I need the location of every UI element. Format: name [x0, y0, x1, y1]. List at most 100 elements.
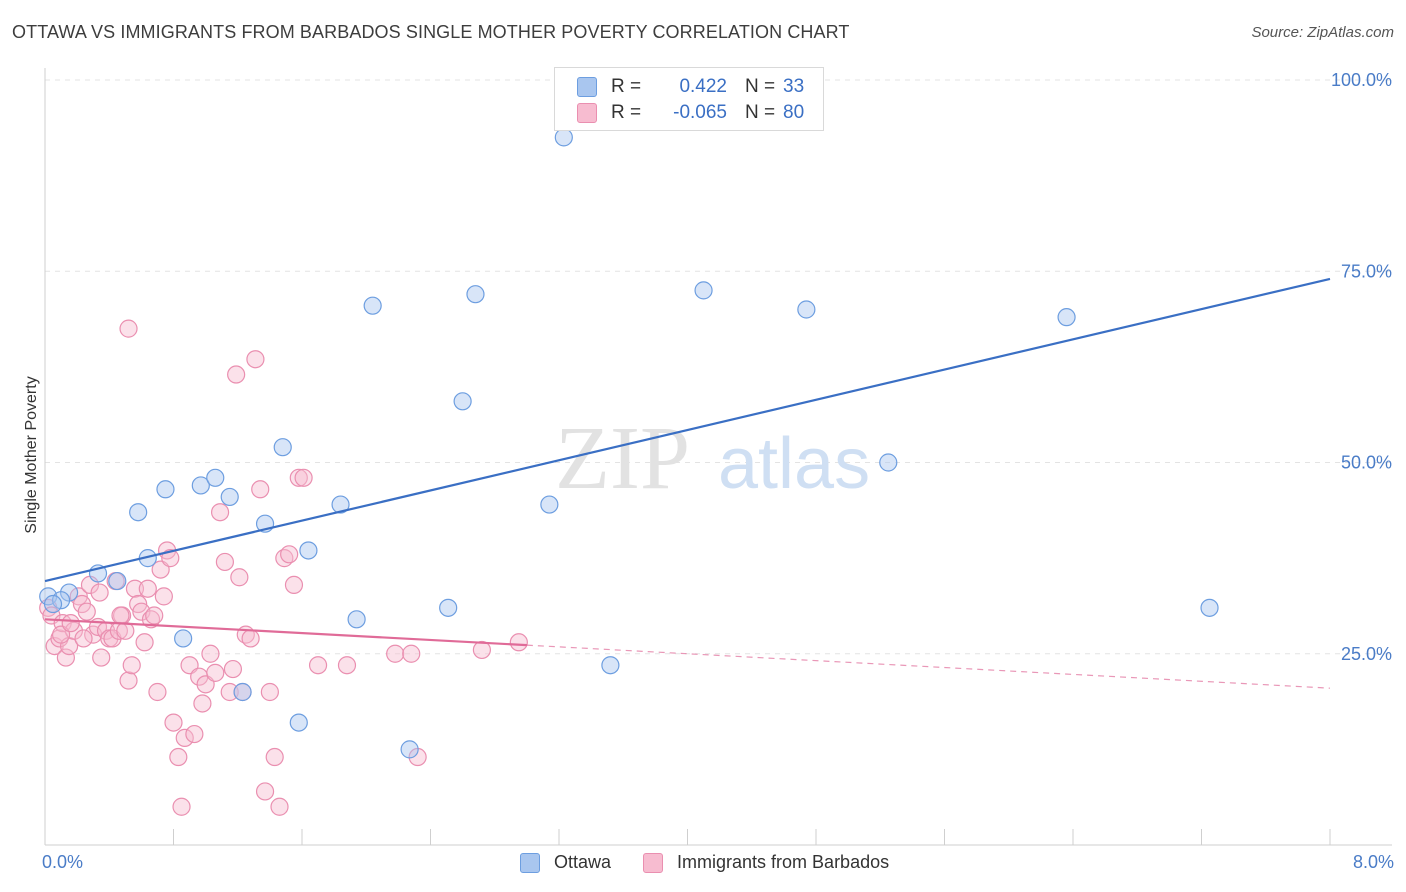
- data-point: [43, 594, 63, 614]
- data-point: [255, 782, 275, 801]
- grid-lines: [45, 79, 1392, 655]
- data-point: [56, 648, 75, 667]
- series-legend: Ottawa Immigrants from Barbados: [520, 852, 921, 873]
- series-legend-label: Immigrants from Barbados: [677, 852, 890, 872]
- data-point: [164, 713, 183, 732]
- legend-r-label: R =: [611, 76, 642, 97]
- data-point: [156, 480, 175, 499]
- data-point: [347, 610, 366, 629]
- data-point: [1200, 598, 1219, 617]
- series-legend-swatch: [643, 852, 664, 873]
- data-point: [694, 281, 713, 300]
- data-point: [270, 797, 289, 816]
- data-point: [90, 583, 109, 602]
- legend-row-ottawa: R = 0.422 N = 33: [577, 74, 804, 100]
- series-legend-barbados[interactable]: Immigrants from Barbados: [643, 852, 889, 873]
- chart-source: Source: ZipAtlas.com: [1251, 24, 1394, 41]
- trend-lines: [44, 277, 1331, 689]
- watermark: ZIP atlas: [555, 409, 870, 508]
- data-point: [220, 682, 239, 702]
- chart-title: OTTAWA VS IMMIGRANTS FROM BARBADOS SINGL…: [12, 22, 850, 42]
- data-point: [215, 552, 234, 572]
- data-point: [509, 633, 528, 652]
- data-point: [601, 656, 620, 675]
- data-point: [111, 606, 130, 625]
- y-tick-label: 75.0%: [1341, 261, 1392, 281]
- series-legend-ottawa[interactable]: Ottawa: [520, 852, 611, 873]
- data-point: [337, 656, 357, 675]
- data-point: [284, 575, 304, 595]
- data-point: [119, 671, 138, 690]
- data-point: [206, 468, 225, 487]
- x-tick-label: 8.0%: [1353, 852, 1394, 872]
- data-point: [210, 503, 230, 522]
- data-point: [138, 579, 157, 598]
- data-point: [122, 656, 141, 675]
- data-point: [220, 487, 239, 507]
- data-point: [227, 365, 246, 384]
- legend-n-value: 33: [783, 76, 805, 97]
- data-point: [185, 724, 204, 744]
- data-point: [265, 747, 284, 767]
- trend-line-1: [44, 618, 527, 647]
- legend-r-label: R =: [611, 102, 642, 123]
- legend-n-label: N =: [745, 102, 776, 123]
- data-point: [439, 598, 458, 617]
- data-point: [74, 629, 93, 648]
- trend-line-0: [44, 277, 1331, 583]
- data-point: [299, 541, 318, 560]
- series-ottawa-points: [39, 128, 1219, 759]
- data-point: [125, 579, 145, 598]
- data-point: [206, 663, 225, 682]
- data-point: [260, 682, 279, 702]
- data-point: [246, 350, 265, 369]
- data-point: [308, 656, 328, 675]
- data-point: [400, 740, 419, 759]
- data-point: [294, 468, 313, 487]
- watermark-zip: ZIP: [555, 409, 690, 508]
- tick-labels: 25.0% 50.0% 75.0% 100.0% 0.0% 8.0%: [42, 70, 1394, 872]
- data-point: [289, 713, 308, 732]
- data-point: [386, 644, 405, 663]
- series-legend-swatch: [520, 852, 540, 873]
- legend-swatch-barbados: [577, 103, 597, 123]
- data-point: [191, 476, 210, 495]
- watermark-atlas: atlas: [718, 424, 870, 504]
- data-point: [148, 682, 167, 702]
- data-point: [223, 659, 243, 679]
- data-point: [145, 606, 164, 625]
- data-point: [92, 648, 111, 667]
- data-point: [879, 453, 898, 472]
- data-point: [251, 480, 270, 499]
- data-point: [554, 128, 573, 147]
- data-point: [273, 438, 292, 457]
- data-point: [797, 300, 816, 319]
- data-point: [108, 571, 127, 591]
- data-point: [331, 495, 350, 514]
- series-legend-label: Ottawa: [554, 852, 612, 872]
- series-barbados-points: [39, 319, 528, 816]
- data-point: [77, 602, 96, 621]
- data-point: [241, 629, 260, 648]
- data-point: [453, 392, 472, 411]
- data-point: [540, 495, 559, 514]
- legend-row-barbados: R = -0.065 N = 80: [577, 100, 804, 126]
- y-tick-label: 100.0%: [1331, 70, 1392, 90]
- data-point: [233, 682, 252, 702]
- data-point: [289, 468, 308, 487]
- legend-r-value: -0.065: [673, 102, 727, 123]
- data-point: [230, 568, 249, 587]
- data-point: [119, 319, 138, 338]
- data-point: [201, 644, 220, 663]
- legend-r-value: 0.422: [679, 76, 727, 97]
- axes: [44, 68, 1392, 846]
- data-point: [154, 587, 173, 606]
- data-point: [402, 644, 421, 663]
- data-point: [135, 633, 154, 652]
- legend-swatch-ottawa: [577, 77, 597, 97]
- legend-n-value: 80: [783, 102, 805, 123]
- correlation-legend: R = 0.422 N = 33 R = -0.065 N = 80: [554, 67, 824, 131]
- data-point: [161, 549, 180, 568]
- data-point: [175, 728, 194, 748]
